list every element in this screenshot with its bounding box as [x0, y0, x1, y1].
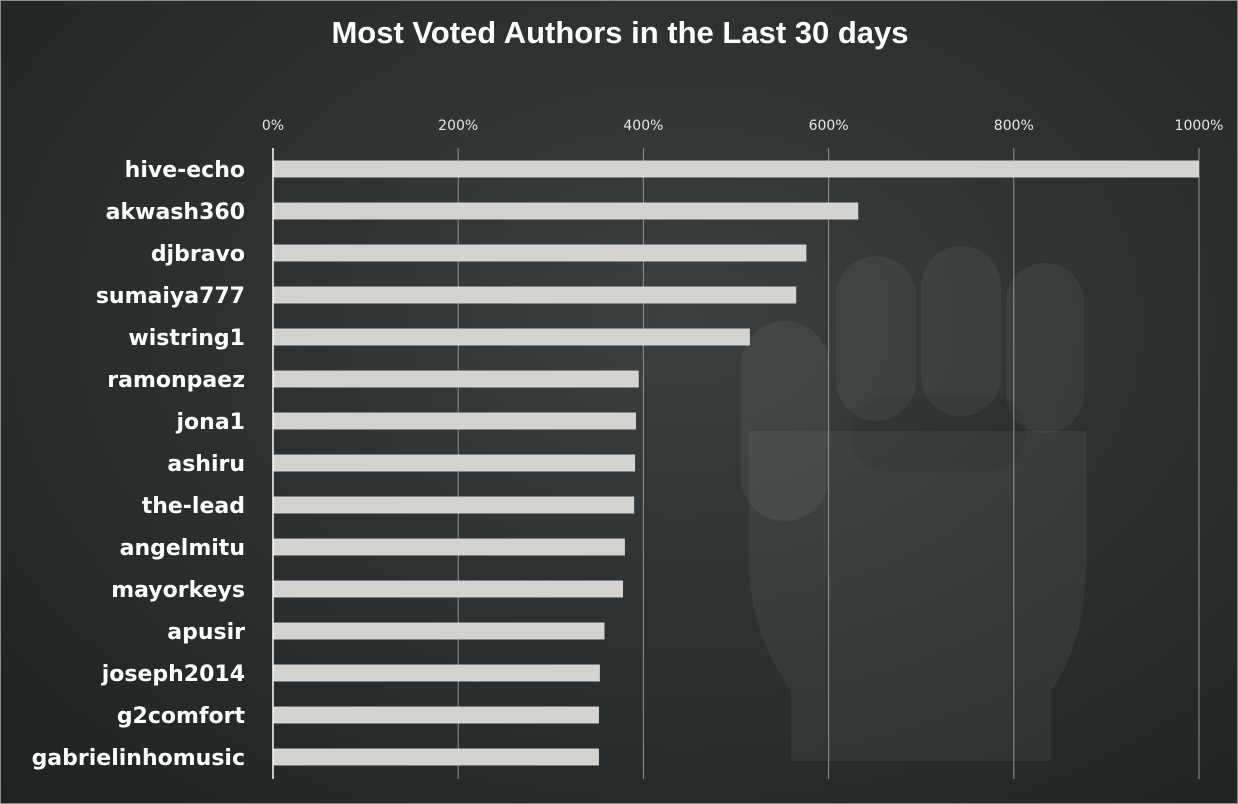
bar — [273, 286, 797, 304]
x-tick-label: 800% — [994, 118, 1034, 134]
x-tick-label: 1000% — [1175, 118, 1224, 134]
bars — [273, 160, 1199, 766]
category-label: ramonpaez — [107, 368, 245, 393]
category-label: wistring1 — [128, 326, 245, 351]
category-label: sumaiya777 — [96, 284, 245, 309]
x-tick-label: 200% — [438, 118, 478, 134]
category-label: angelmitu — [120, 536, 245, 561]
category-label: joseph2014 — [101, 662, 245, 687]
bar — [273, 580, 624, 598]
bar — [273, 412, 636, 430]
bar — [273, 370, 639, 388]
category-label: akwash360 — [106, 200, 245, 225]
bar — [273, 748, 599, 766]
bar — [273, 454, 636, 472]
bar — [273, 664, 600, 682]
category-label: mayorkeys — [111, 578, 245, 603]
raised-fist-icon — [741, 246, 1086, 761]
category-label: hive-echo — [125, 158, 245, 183]
bar — [273, 244, 807, 262]
chart-title: Most Voted Authors in the Last 30 days — [331, 15, 909, 50]
bar — [273, 622, 605, 640]
bar — [273, 706, 599, 724]
bar — [273, 160, 1199, 178]
category-label: djbravo — [151, 242, 245, 267]
category-label: jona1 — [176, 410, 245, 435]
category-label: gabrielinhomusic — [32, 746, 245, 771]
x-tick-label: 400% — [623, 118, 663, 134]
bar — [273, 496, 635, 514]
category-label: apusir — [167, 620, 245, 645]
category-labels: hive-echo akwash360 djbravo sumaiya777 wistr… — [32, 158, 246, 771]
bar — [273, 202, 859, 220]
bar — [273, 538, 625, 556]
category-label: g2comfort — [117, 704, 246, 729]
x-tick-label: 0% — [262, 118, 284, 134]
bar — [273, 328, 750, 346]
category-label: the-lead — [142, 494, 245, 519]
category-label: ashiru — [167, 452, 245, 477]
x-tick-label: 600% — [809, 118, 849, 134]
x-tick-labels: 0% 200% 400% 600% 800% 1000% — [262, 118, 1224, 134]
